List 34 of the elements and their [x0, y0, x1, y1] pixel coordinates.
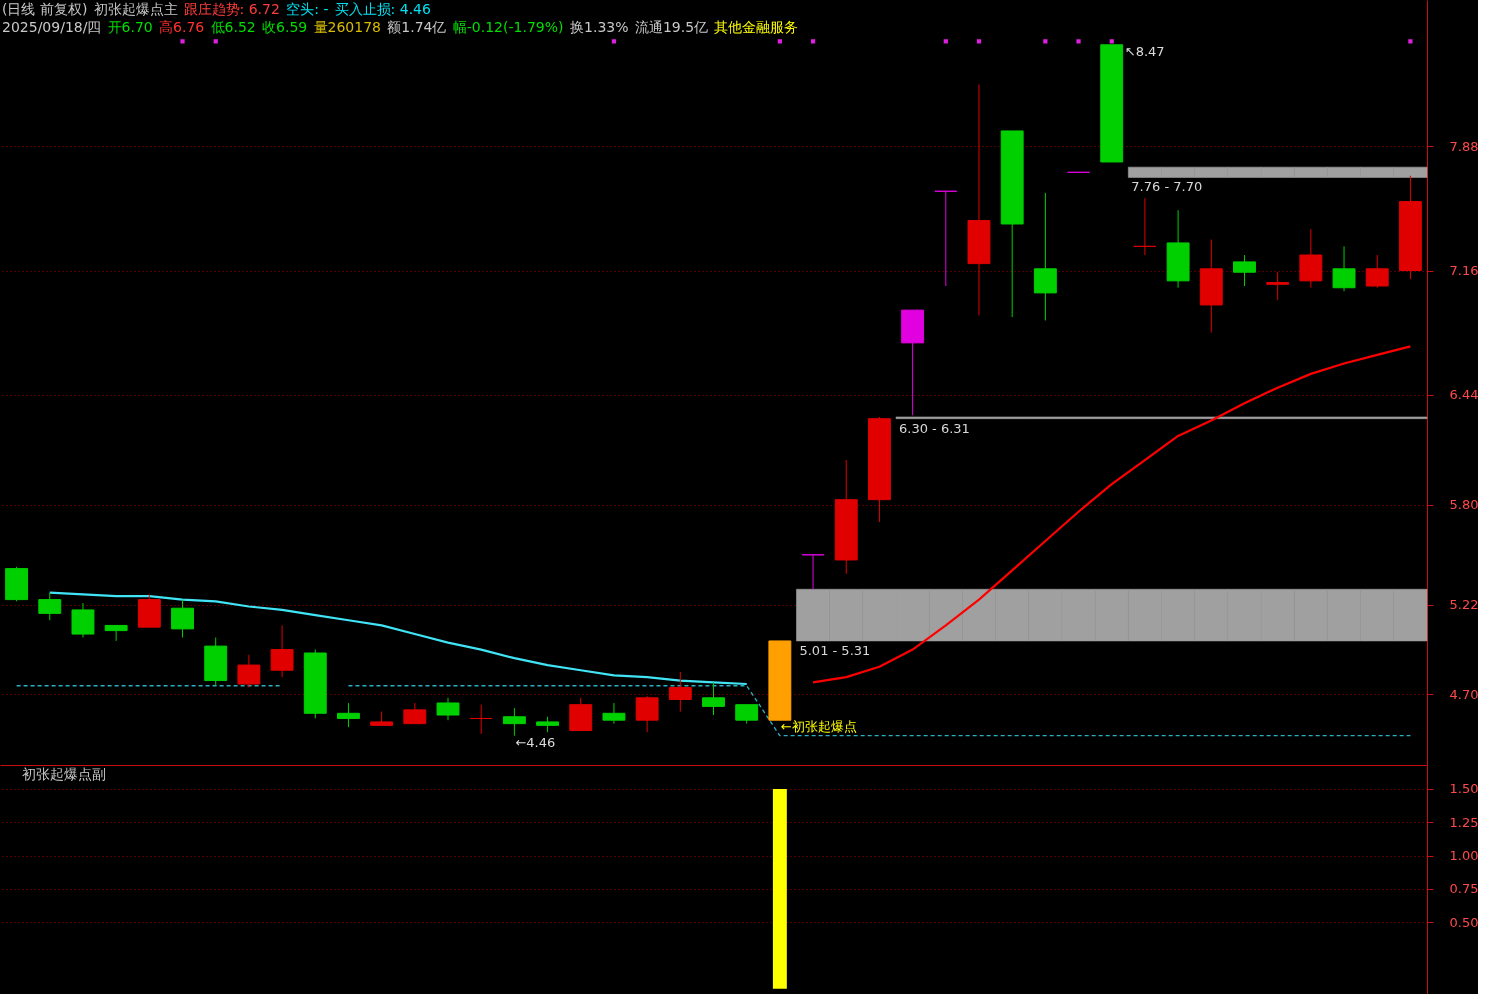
series-label: 7.76 - 7.70: [1131, 179, 1203, 195]
annotation: 高6.76: [159, 19, 205, 35]
y-tick-label: 1.50: [1449, 781, 1479, 797]
series-label: 6.30 - 6.31: [899, 420, 970, 436]
y-tick-label: 1.25: [1449, 814, 1479, 830]
text: ←4.46: [515, 734, 556, 750]
annotation: 初张起爆点主: [93, 1, 178, 17]
annotation: 流通19.5亿: [634, 19, 709, 35]
annotation: 空头: -: [286, 1, 329, 17]
chart-title: 初张起爆点副: [22, 766, 106, 782]
y-tick-label: 7.88: [1449, 138, 1479, 154]
y-tick-label: 1.00: [1449, 848, 1479, 864]
y-tick-label: 7.16: [1449, 263, 1479, 279]
annotation: 买入止损: 4.46: [334, 1, 431, 17]
annotation: 幅-0.12(-1.79%): [452, 19, 564, 35]
annotation: 换1.33%: [570, 19, 629, 35]
y-tick-label: 6.44: [1449, 387, 1479, 403]
annotation: 量260178: [313, 19, 381, 35]
annotation: 其他金融服务: [714, 19, 799, 35]
annotation: 开6.70: [107, 19, 153, 35]
y-tick-label: 0.75: [1449, 881, 1479, 897]
annotation: 收6.59: [262, 19, 308, 35]
annotation: 低6.52: [210, 19, 256, 35]
y-tick-label: 5.80: [1449, 497, 1479, 513]
chart-title: (日线 前复权): [2, 1, 88, 17]
series-label: 5.01 - 5.31: [799, 642, 871, 658]
y-tick-label: 0.50: [1449, 914, 1479, 930]
y-tick-label: 4.70: [1449, 686, 1479, 702]
annotation: 2025/09/18/四: [2, 19, 102, 35]
y-tick-label: 5.22: [1449, 597, 1479, 613]
text: ↖8.47: [1124, 43, 1165, 59]
annotation: 跟庄趋势: 6.72: [183, 1, 280, 17]
text: ←初张起爆点: [780, 719, 857, 735]
annotation: 额1.74亿: [387, 19, 447, 35]
